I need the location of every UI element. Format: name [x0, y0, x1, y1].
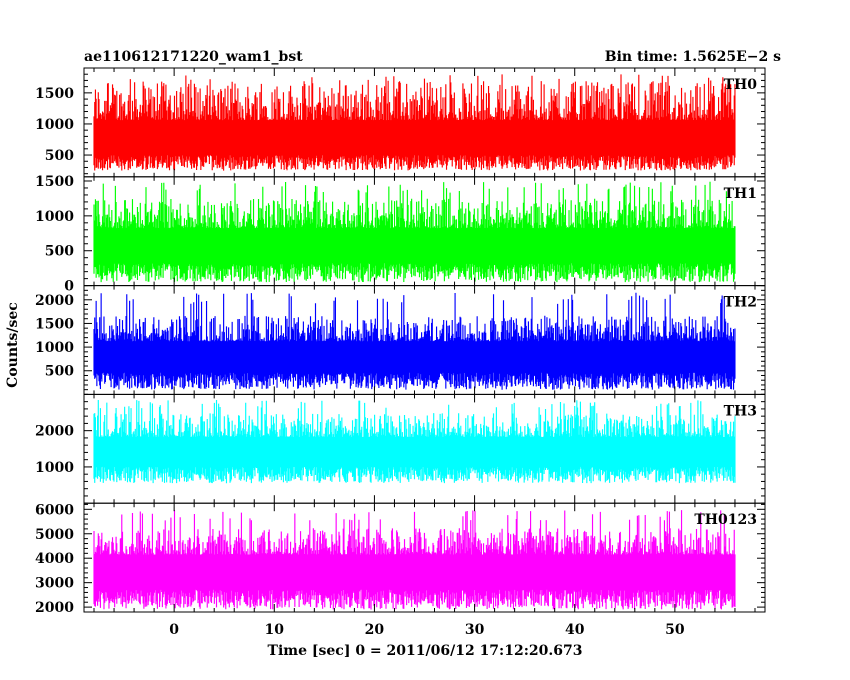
- panel-th0: 500 1000 1500 TH0: [35, 67, 766, 178]
- x-axis-label: Time [sec] 0 = 2011/06/12 17:12:20.673: [268, 643, 583, 659]
- y-axis-label: Counts/sec: [5, 302, 21, 388]
- chart-title-right: Bin time: 1.5625E−2 s: [605, 49, 781, 65]
- y-tick-label: 5000: [35, 527, 74, 543]
- x-axis: 0 10 20 30 40 50: [169, 622, 685, 638]
- panels-group: 500 1000 1500 TH0 0 500 1000 1500 TH1 500 1000 1500…: [35, 67, 766, 616]
- y-tick-label: 4000: [35, 551, 74, 567]
- panel-label-th3: TH3: [724, 403, 757, 419]
- y-tick-label: 2000: [35, 600, 74, 616]
- y-tick-label: 1000: [35, 209, 74, 225]
- x-tick-label: 0: [169, 622, 179, 638]
- series-line-th3: [93, 400, 736, 484]
- panel-label-th2: TH2: [724, 295, 757, 311]
- x-tick-label: 50: [665, 622, 685, 638]
- chart-title-left: ae110612171220_wam1_bst: [84, 49, 303, 65]
- panel-label-th0123: TH0123: [694, 512, 757, 528]
- series-line-th1: [93, 181, 736, 283]
- panel-frame: [83, 502, 766, 613]
- y-tick-label: 6000: [35, 502, 74, 518]
- y-tick-label: 1000: [35, 460, 74, 476]
- y-tick-label: 1500: [35, 86, 74, 102]
- panel-th1: 0 500 1000 1500 TH1: [35, 174, 766, 295]
- panel-th3: 1000 2000 TH3: [35, 393, 766, 504]
- x-tick-label: 30: [465, 622, 485, 638]
- series-line-th2: [93, 292, 736, 390]
- series-line-th0: [93, 74, 736, 171]
- y-tick-label: 0: [64, 279, 74, 295]
- series-line-th0123: [93, 510, 736, 610]
- panel-th2: 500 1000 1500 2000 TH2: [35, 285, 766, 395]
- y-tick-label: 1500: [35, 174, 74, 190]
- panel-th0123: 2000 3000 4000 5000 6000 TH0123: [35, 502, 766, 616]
- y-tick-label: 2000: [35, 293, 74, 309]
- y-tick-label: 1000: [35, 340, 74, 356]
- y-tick-label: 500: [45, 244, 74, 260]
- y-tick-label: 500: [45, 364, 74, 380]
- y-tick-label: 3000: [35, 576, 74, 592]
- x-tick-label: 10: [265, 622, 285, 638]
- x-tick-label: 20: [365, 622, 385, 638]
- x-tick-label: 40: [565, 622, 585, 638]
- y-tick-label: 500: [45, 148, 74, 164]
- panel-label-th0: TH0: [724, 77, 758, 93]
- y-tick-label: 1000: [35, 117, 74, 133]
- y-tick-label: 1500: [35, 316, 74, 332]
- y-tick-label: 2000: [35, 424, 74, 440]
- panel-label-th1: TH1: [724, 186, 757, 202]
